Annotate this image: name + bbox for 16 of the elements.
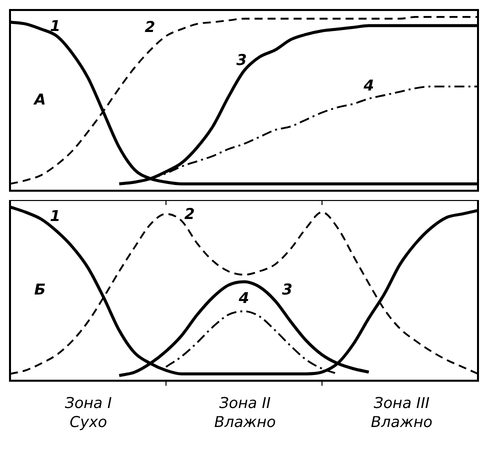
series-label: 1 (50, 207, 60, 226)
series-label: 3 (282, 280, 292, 299)
series-label: 2 (144, 18, 156, 36)
text: А (33, 90, 46, 108)
text: Влажно (370, 413, 434, 432)
text: Зона II (218, 394, 272, 413)
series-label: 4 (362, 76, 374, 95)
series-label: 4 (238, 289, 250, 308)
text: Б (34, 280, 46, 298)
text: Зона I (64, 394, 113, 413)
text: Зона III (372, 394, 431, 413)
series-label: 3 (236, 50, 247, 69)
text: Сухо (68, 413, 108, 432)
series-label: 1 (50, 17, 60, 36)
series-label: 2 (184, 204, 195, 223)
text: Влажно (213, 413, 277, 432)
